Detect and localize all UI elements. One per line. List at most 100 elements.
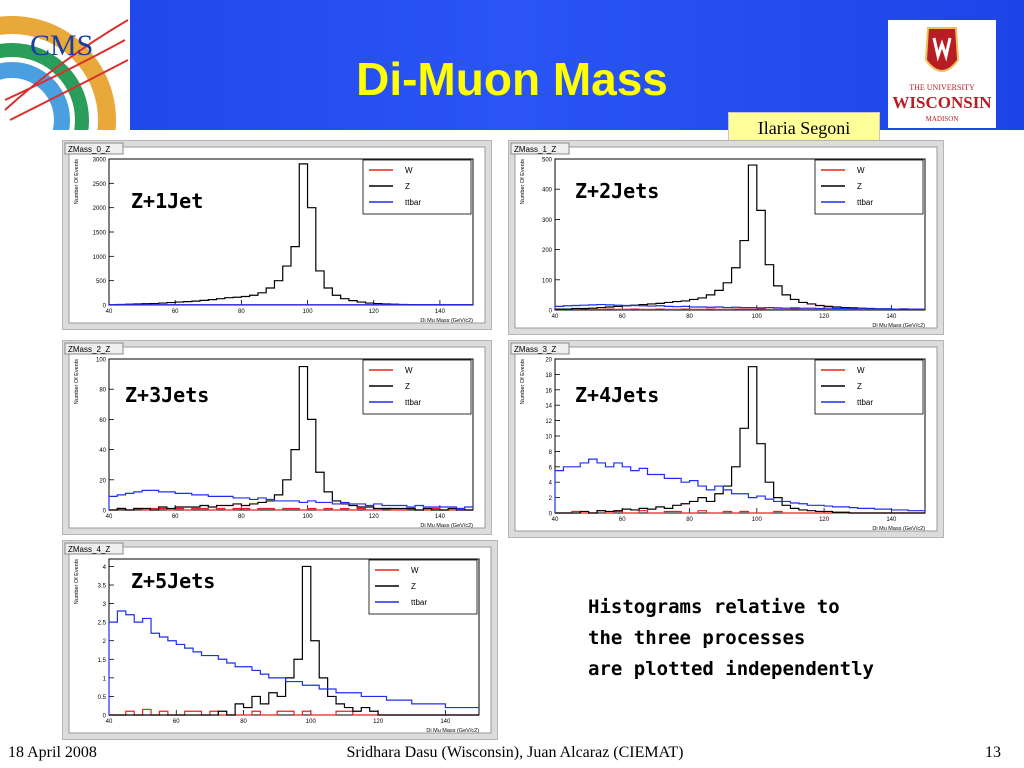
x-tick-label: 120 <box>819 517 830 523</box>
x-tick-label: 100 <box>303 309 314 315</box>
series-w <box>555 510 925 514</box>
x-tick-label: 140 <box>886 517 897 523</box>
y-tick-label: 300 <box>542 218 553 224</box>
y-tick-label: 80 <box>99 388 106 394</box>
histogram-panel-z4jets: ZMass_3_Z 0 2 4 6 8 10 12 14 16 18 20 40 60 80 100 120 14… <box>508 340 944 538</box>
x-tick-label: 100 <box>306 719 317 725</box>
legend-label: Z <box>857 182 862 191</box>
y-tick-label: 2500 <box>93 182 107 188</box>
x-tick-label: 80 <box>238 309 245 315</box>
x-tick-label: 100 <box>303 514 314 520</box>
y-tick-label: 18 <box>545 373 552 379</box>
y-tick-label: 60 <box>99 418 106 424</box>
y-tick-label: 1000 <box>93 255 107 261</box>
y-tick-label: 8 <box>549 450 553 456</box>
panel-title-box <box>64 142 124 155</box>
x-tick-label: 120 <box>373 719 384 725</box>
x-tick-label: 40 <box>106 719 113 725</box>
y-tick-label: 12 <box>545 419 552 425</box>
legend-label: Z <box>411 582 416 591</box>
x-axis-label: Di Mu Mass (GeV/c2) <box>872 323 925 329</box>
footer-authors: Sridhara Dasu (Wisconsin), Juan Alcaraz … <box>346 744 684 761</box>
y-tick-label: 14 <box>545 404 552 410</box>
note-line: are plotted independently <box>588 658 874 680</box>
y-tick-label: 10 <box>545 435 552 441</box>
x-axis-label: Di Mu Mass (GeV/c2) <box>872 526 925 532</box>
legend-label: ttbar <box>411 598 427 607</box>
legend-label: W <box>411 566 419 575</box>
x-tick-label: 140 <box>435 514 446 520</box>
x-tick-label: 60 <box>172 514 179 520</box>
x-tick-label: 80 <box>686 517 693 523</box>
y-tick-label: 20 <box>99 478 106 484</box>
x-tick-label: 80 <box>686 314 693 320</box>
y-tick-label: 0 <box>549 512 553 518</box>
x-tick-label: 60 <box>619 517 626 523</box>
y-tick-label: 3.5 <box>98 584 107 590</box>
panel-title-box <box>64 542 124 555</box>
y-tick-label: 400 <box>542 188 553 194</box>
legend-box <box>814 159 924 215</box>
x-tick-label: 80 <box>238 514 245 520</box>
y-tick-label: 4 <box>549 481 553 487</box>
wisconsin-line-2: WISCONSIN <box>892 93 992 112</box>
legend-box <box>362 159 472 215</box>
note-line: the three processes <box>588 627 806 649</box>
y-axis-label: Number Of Events <box>520 159 526 204</box>
wisconsin-line-3: MADISON <box>926 115 959 123</box>
legend-box <box>362 359 472 415</box>
panel-title-box <box>64 342 124 355</box>
x-tick-label: 80 <box>240 719 247 725</box>
series-ttbar <box>108 489 473 510</box>
x-axis-label: Di Mu Mass (GeV/c2) <box>426 728 479 734</box>
x-tick-label: 120 <box>369 309 380 315</box>
x-tick-label: 100 <box>752 314 763 320</box>
panel-label: Z+2Jets <box>575 179 660 203</box>
y-tick-label: 6 <box>549 465 553 471</box>
legend-box <box>814 359 924 415</box>
legend-label: W <box>857 366 865 375</box>
y-tick-label: 200 <box>542 248 553 254</box>
note-line: Histograms relative to <box>588 596 840 618</box>
y-tick-label: 1500 <box>93 231 107 237</box>
x-tick-label: 120 <box>819 314 830 320</box>
y-tick-label: 2 <box>103 639 107 645</box>
panel-title: ZMass_0_Z <box>68 145 110 154</box>
series-ttbar <box>108 610 479 715</box>
panel-title: ZMass_4_Z <box>68 545 110 554</box>
cms-logo: CMS <box>0 0 130 224</box>
y-tick-label: 500 <box>96 279 107 285</box>
cms-logo-text: CMS <box>30 29 93 62</box>
series-ttbar <box>554 303 925 310</box>
x-tick-label: 140 <box>440 719 451 725</box>
y-tick-label: 3000 <box>93 158 107 164</box>
y-axis-label: Number Of Events <box>74 559 80 604</box>
y-tick-label: 0 <box>549 309 553 315</box>
footer-date: 18 April 2008 <box>8 744 97 761</box>
x-tick-label: 40 <box>106 514 113 520</box>
legend-label: ttbar <box>857 198 873 207</box>
y-tick-label: 20 <box>545 358 552 364</box>
x-axis-label: Di Mu Mass (GeV/c2) <box>420 318 473 324</box>
series-z <box>108 163 473 306</box>
note-text: Histograms relative to the three process… <box>588 592 874 685</box>
series-z <box>109 365 473 511</box>
y-tick-label: 0 <box>103 509 107 515</box>
panel-label: Z+5Jets <box>131 569 216 593</box>
legend-label: Z <box>405 382 410 391</box>
y-tick-label: 0.5 <box>98 695 107 701</box>
x-tick-label: 60 <box>173 719 180 725</box>
slide-title: Di-Muon Mass <box>356 53 668 105</box>
legend-label: ttbar <box>405 198 421 207</box>
x-tick-label: 40 <box>106 309 113 315</box>
panel-title: ZMass_2_Z <box>68 345 110 354</box>
y-axis-label: Number Of Events <box>520 359 526 404</box>
y-tick-label: 0 <box>103 714 107 720</box>
legend-label: W <box>405 166 413 175</box>
y-tick-label: 16 <box>545 388 552 394</box>
x-tick-label: 100 <box>752 517 763 523</box>
x-tick-label: 140 <box>435 309 446 315</box>
y-tick-label: 2000 <box>93 206 107 212</box>
y-axis-label: Number Of Events <box>74 159 80 204</box>
wisconsin-line-1: THE UNIVERSITY <box>909 83 975 92</box>
